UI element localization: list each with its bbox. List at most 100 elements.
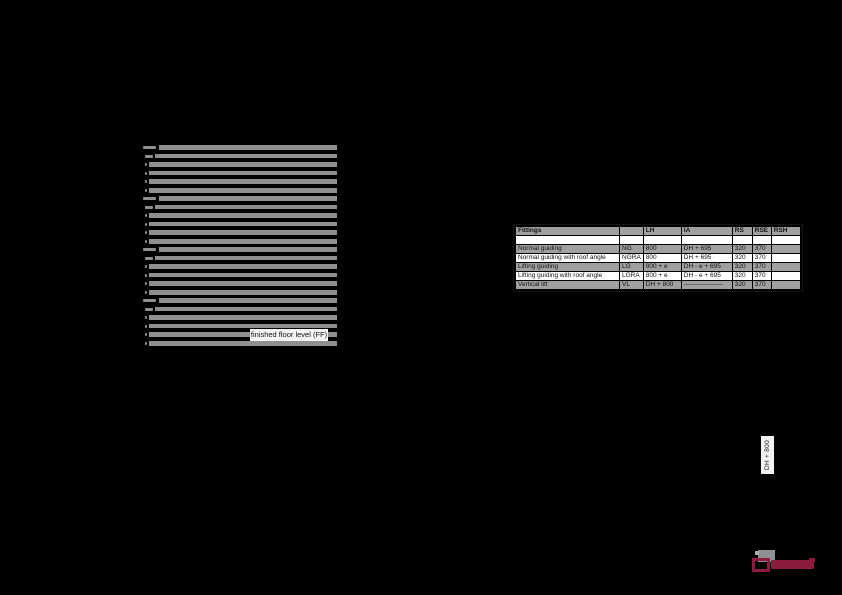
table-cell: LGRA	[619, 271, 644, 281]
finished-floor-level-label: finished floor level (FF)	[250, 329, 328, 341]
redacted-text-line	[155, 255, 337, 261]
table-cell: 320	[731, 280, 753, 291]
vertical-dimension-text: DH + 800	[764, 439, 771, 471]
table-cell	[770, 244, 802, 254]
table-cell	[514, 235, 620, 245]
table-cell: 320	[731, 271, 753, 281]
brand-wordmark	[771, 558, 815, 569]
table-cell: NGRA	[619, 253, 644, 263]
table-cell: DH - e + 695	[680, 271, 733, 281]
table-cell: 800 + e	[642, 262, 682, 272]
redacted-text-line	[155, 306, 337, 312]
table-cell: Lifting guiding with roof angle	[514, 271, 620, 281]
redacted-text-line	[155, 153, 337, 159]
table-cell	[642, 235, 682, 245]
table-cell: 800 + e	[642, 271, 682, 281]
redacted-line-prefix-mark	[145, 291, 147, 294]
table-cell	[770, 280, 802, 291]
redacted-line-prefix-mark	[145, 256, 153, 260]
table-header-cell: LH	[642, 225, 682, 236]
table-row: Lifting guiding with roof angle LGRA 800 +…	[514, 271, 802, 281]
table-cell: 370	[751, 253, 772, 263]
table-cell: 800	[642, 253, 682, 263]
redacted-line-prefix-mark	[145, 282, 147, 286]
table-row: Lifting guiding LG 800 + e DH - e + 695 320 3…	[514, 262, 802, 272]
table-cell: ------------------	[680, 280, 733, 291]
redacted-text-line	[149, 315, 337, 320]
table-cell: DH + 695	[680, 244, 733, 254]
table-cell: 370	[751, 280, 772, 291]
table-cell	[770, 253, 802, 263]
table-header-cell: RSH	[770, 225, 802, 236]
table-row: Normal guiding NG 800 DH + 695 320 370	[514, 244, 802, 254]
table-cell: 370	[751, 244, 772, 254]
table-header-cell: Fittings	[514, 225, 620, 236]
redacted-line-prefix-mark	[145, 171, 147, 175]
table-cell: Lifting guiding	[514, 262, 620, 272]
redacted-text-line	[159, 145, 337, 150]
redacted-line-prefix-mark	[143, 146, 156, 149]
redacted-line-prefix-mark	[145, 240, 147, 243]
redacted-line-prefix-mark	[145, 205, 153, 209]
redacted-line-prefix-mark	[143, 248, 156, 251]
table-cell	[731, 235, 753, 245]
brand-logo	[752, 547, 816, 574]
table-row: Vertical lift VL DH + 800 -----------------…	[514, 280, 802, 291]
redacted-text-line	[149, 239, 337, 244]
table-cell: DH - e + 695	[680, 262, 733, 272]
redacted-text-line	[149, 272, 337, 278]
redacted-text-line	[149, 290, 337, 295]
door-frame-logo-icon	[752, 558, 770, 572]
redacted-text-line	[149, 221, 337, 227]
table-header-cell	[619, 225, 644, 236]
redacted-text-line	[149, 162, 337, 167]
redacted-text-line	[155, 204, 337, 210]
table-cell	[770, 271, 802, 281]
table-cell: DH + 695	[680, 253, 733, 263]
redacted-line-prefix-mark	[145, 324, 147, 328]
table-cell: Normal guiding	[514, 244, 620, 254]
redacted-text-line	[149, 179, 337, 184]
table-cell	[751, 235, 772, 245]
redacted-text-line	[149, 332, 337, 337]
table-cell: VL	[619, 280, 644, 291]
table-cell: 320	[731, 244, 753, 254]
redacted-text-line	[149, 213, 337, 218]
redacted-text-line	[149, 281, 337, 286]
redacted-line-prefix-mark	[145, 342, 147, 345]
redacted-line-prefix-mark	[145, 273, 147, 277]
redacted-text-line	[149, 170, 337, 176]
table-cell	[770, 235, 802, 245]
redacted-line-prefix-mark	[143, 299, 156, 302]
table-cell: DH + 800	[642, 280, 682, 291]
table-cell: 320	[731, 262, 753, 272]
redacted-line-prefix-mark	[145, 180, 147, 184]
table-cell: 320	[731, 253, 753, 263]
redacted-text-line	[149, 188, 337, 193]
redacted-line-prefix-mark	[145, 163, 147, 167]
redacted-text-line	[159, 298, 337, 303]
table-cell: 800	[642, 244, 682, 254]
redacted-text-line	[149, 230, 337, 235]
redacted-line-prefix-mark	[145, 189, 147, 192]
table-row: Normal guiding with roof angle NGRA 800 DH …	[514, 253, 802, 263]
redacted-line-prefix-mark	[145, 154, 153, 158]
table-row	[514, 235, 802, 245]
table-cell	[770, 262, 802, 272]
redacted-line-prefix-mark	[145, 316, 147, 320]
vertical-dimension-label: DH + 800	[761, 436, 774, 474]
table-cell: 370	[751, 271, 772, 281]
redacted-text-line	[149, 341, 337, 346]
table-cell: Normal guiding with roof angle	[514, 253, 620, 263]
table-cell: 370	[751, 262, 772, 272]
table-header-row: Fittings LH IA RS RSE RSH	[514, 225, 802, 236]
redacted-text-line	[159, 196, 337, 201]
redacted-line-prefix-mark	[145, 307, 153, 311]
table-header-cell: RSE	[751, 225, 772, 236]
redacted-line-prefix-mark	[143, 197, 156, 200]
redacted-text-line	[149, 323, 337, 329]
table-cell: Vertical lift	[514, 280, 620, 291]
redacted-line-prefix-mark	[145, 333, 147, 337]
table-cell	[680, 235, 733, 245]
